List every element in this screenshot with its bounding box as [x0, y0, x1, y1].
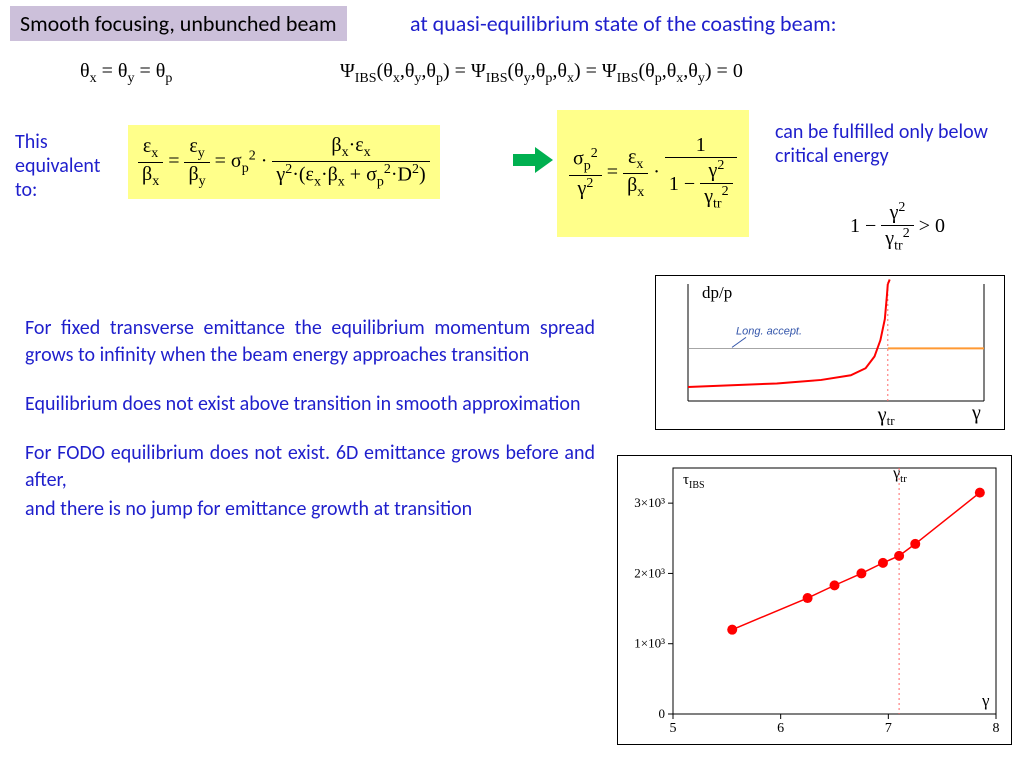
svg-text:τIBS: τIBS — [683, 472, 705, 491]
svg-text:Long. accept.: Long. accept. — [736, 325, 802, 337]
chart-tau-ibs-vs-gamma: 567801×10³2×10³3×10³τIBSγγtr — [617, 455, 1012, 745]
svg-text:3×10³: 3×10³ — [634, 495, 665, 510]
slide-title: Smooth focusing, unbunched beam — [10, 6, 347, 41]
inequality: 1 − γ2γtr2 > 0 — [850, 200, 945, 254]
svg-text:6: 6 — [777, 721, 784, 736]
chart-dpp-vs-gamma: dp/p γ γtr Long. accept. — [655, 275, 1005, 430]
svg-text:0: 0 — [659, 706, 666, 721]
paragraph-3: For FODO equilibrium does not exist. 6D … — [25, 440, 595, 494]
svg-text:γtr: γtr — [877, 404, 895, 428]
svg-text:dp/p: dp/p — [702, 283, 732, 302]
subtitle: at quasi-equilibrium state of the coasti… — [410, 10, 837, 37]
body-text: For fixed transverse emittance the equil… — [25, 315, 595, 545]
svg-text:8: 8 — [993, 721, 1000, 736]
label-equivalent: This equivalent to: — [15, 130, 115, 202]
label-critical: can be fulfilled only below critical ene… — [775, 120, 995, 168]
svg-text:7: 7 — [885, 721, 892, 736]
svg-text:1×10³: 1×10³ — [634, 636, 665, 651]
equation-box-1: εxβx = εyβy = σp2 · βx·εxγ2·(εx·βx + σp2… — [128, 125, 440, 199]
paragraph-2: Equilibrium does not exist above transit… — [25, 391, 595, 418]
svg-text:γ: γ — [971, 402, 981, 424]
svg-text:2×10³: 2×10³ — [634, 565, 665, 580]
svg-text:γ: γ — [981, 691, 990, 710]
eq-theta: θx = θy = θp — [80, 60, 172, 87]
equation-box-2: σp2γ2 = εxβx · 11 − γ2γtr2 — [557, 110, 749, 237]
paragraph-1: For fixed transverse emittance the equil… — [25, 315, 595, 369]
svg-text:5: 5 — [670, 721, 677, 736]
paragraph-4: and there is no jump for emittance growt… — [25, 496, 595, 523]
eq-psi: ΨIBS(θx,θy,θp) = ΨIBS(θy,θp,θx) = ΨIBS(θ… — [340, 60, 743, 87]
